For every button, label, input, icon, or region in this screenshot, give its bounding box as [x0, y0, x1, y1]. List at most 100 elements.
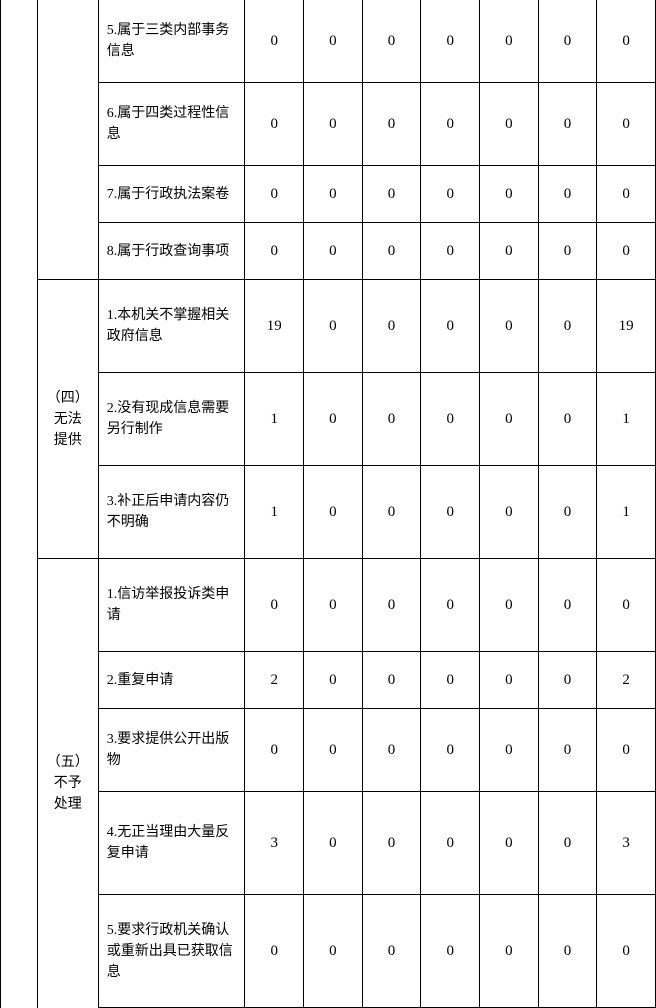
row-label: 7.属于行政执法案卷 [98, 166, 245, 223]
table-row: 4.无正当理由大量反复申请3000003 [1, 792, 656, 895]
cell-value: 0 [597, 83, 656, 166]
row-label: 5.要求行政机关确认或重新出具已获取信息 [98, 895, 245, 1008]
cell-value: 0 [538, 373, 597, 466]
cell-value: 1 [597, 373, 656, 466]
cell-value: 0 [362, 895, 421, 1008]
cell-value: 0 [538, 0, 597, 83]
table-row: 2.没有现成信息需要另行制作1000001 [1, 373, 656, 466]
cell-value: 0 [538, 223, 597, 280]
left-spacer [1, 0, 38, 1008]
cell-value: 0 [480, 895, 539, 1008]
cell-value: 0 [538, 83, 597, 166]
category-cell [37, 0, 98, 280]
cell-value: 0 [480, 223, 539, 280]
cell-value: 0 [480, 559, 539, 652]
cell-value: 0 [362, 652, 421, 709]
table-row: 2.重复申请2000002 [1, 652, 656, 709]
row-label: 2.重复申请 [98, 652, 245, 709]
cell-value: 0 [421, 792, 480, 895]
cell-value: 0 [421, 466, 480, 559]
table-row: （四） 无法 提供1.本机关不掌握相关政府信息190000019 [1, 280, 656, 373]
cell-value: 0 [245, 223, 304, 280]
category-cell: （五） 不予 处理 [37, 559, 98, 1008]
cell-value: 0 [597, 709, 656, 792]
row-label: 6.属于四类过程性信息 [98, 83, 245, 166]
cell-value: 0 [304, 559, 363, 652]
data-table: 5.属于三类内部事务信息00000006.属于四类过程性信息00000007.属… [0, 0, 656, 1008]
cell-value: 0 [597, 0, 656, 83]
table-row: 3.要求提供公开出版物0000000 [1, 709, 656, 792]
cell-value: 0 [480, 652, 539, 709]
cell-value: 0 [304, 373, 363, 466]
cell-value: 19 [597, 280, 656, 373]
cell-value: 0 [597, 166, 656, 223]
cell-value: 0 [480, 466, 539, 559]
cell-value: 0 [421, 83, 480, 166]
table-row: 5.属于三类内部事务信息0000000 [1, 0, 656, 83]
cell-value: 0 [538, 559, 597, 652]
cell-value: 0 [362, 83, 421, 166]
cell-value: 0 [362, 373, 421, 466]
cell-value: 0 [480, 709, 539, 792]
table-row: 6.属于四类过程性信息0000000 [1, 83, 656, 166]
cell-value: 0 [245, 83, 304, 166]
row-label: 1.信访举报投诉类申请 [98, 559, 245, 652]
cell-value: 0 [597, 559, 656, 652]
row-label: 2.没有现成信息需要另行制作 [98, 373, 245, 466]
cell-value: 0 [245, 895, 304, 1008]
cell-value: 0 [480, 280, 539, 373]
row-label: 5.属于三类内部事务信息 [98, 0, 245, 83]
cell-value: 0 [421, 895, 480, 1008]
cell-value: 0 [597, 223, 656, 280]
cell-value: 0 [304, 652, 363, 709]
cell-value: 0 [538, 709, 597, 792]
cell-value: 0 [421, 0, 480, 83]
cell-value: 0 [597, 895, 656, 1008]
cell-value: 0 [538, 280, 597, 373]
row-label: 4.无正当理由大量反复申请 [98, 792, 245, 895]
cell-value: 0 [245, 0, 304, 83]
cell-value: 0 [421, 166, 480, 223]
cell-value: 0 [304, 709, 363, 792]
table-row: 7.属于行政执法案卷0000000 [1, 166, 656, 223]
cell-value: 0 [538, 166, 597, 223]
cell-value: 0 [362, 280, 421, 373]
cell-value: 0 [421, 373, 480, 466]
cell-value: 2 [245, 652, 304, 709]
row-label: 3.要求提供公开出版物 [98, 709, 245, 792]
cell-value: 0 [421, 709, 480, 792]
cell-value: 0 [245, 166, 304, 223]
table-row: 5.要求行政机关确认或重新出具已获取信息0000000 [1, 895, 656, 1008]
cell-value: 0 [480, 373, 539, 466]
cell-value: 0 [304, 83, 363, 166]
table-row: 3.补正后申请内容仍不明确1000001 [1, 466, 656, 559]
table-row: 8.属于行政查询事项0000000 [1, 223, 656, 280]
cell-value: 0 [480, 166, 539, 223]
cell-value: 0 [421, 559, 480, 652]
cell-value: 0 [538, 895, 597, 1008]
cell-value: 0 [480, 792, 539, 895]
cell-value: 0 [538, 792, 597, 895]
cell-value: 0 [538, 652, 597, 709]
cell-value: 0 [304, 0, 363, 83]
cell-value: 0 [362, 709, 421, 792]
cell-value: 0 [480, 0, 539, 83]
cell-value: 3 [597, 792, 656, 895]
cell-value: 0 [304, 466, 363, 559]
row-label: 3.补正后申请内容仍不明确 [98, 466, 245, 559]
cell-value: 0 [245, 709, 304, 792]
cell-value: 0 [421, 652, 480, 709]
cell-value: 0 [304, 280, 363, 373]
cell-value: 2 [597, 652, 656, 709]
row-label: 1.本机关不掌握相关政府信息 [98, 280, 245, 373]
cell-value: 0 [304, 223, 363, 280]
cell-value: 0 [304, 792, 363, 895]
row-label: 8.属于行政查询事项 [98, 223, 245, 280]
cell-value: 0 [304, 166, 363, 223]
cell-value: 0 [362, 223, 421, 280]
table-row: （五） 不予 处理1.信访举报投诉类申请0000000 [1, 559, 656, 652]
cell-value: 0 [421, 223, 480, 280]
category-cell: （四） 无法 提供 [37, 280, 98, 559]
cell-value: 1 [245, 373, 304, 466]
cell-value: 1 [597, 466, 656, 559]
